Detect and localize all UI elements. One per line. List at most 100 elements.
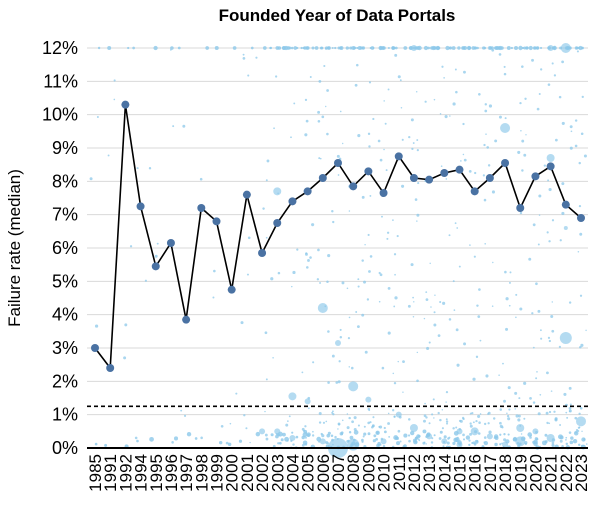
scatter-dot <box>579 346 582 349</box>
scatter-dot <box>472 421 475 424</box>
scatter-dot <box>441 409 444 411</box>
scatter-dot <box>451 46 456 50</box>
scatter-dot <box>452 427 455 430</box>
scatter-dot <box>399 440 402 443</box>
y-tick-label: 10% <box>42 105 78 125</box>
scatter-dot <box>479 413 482 415</box>
scatter-dot <box>580 132 584 136</box>
scatter-dot <box>520 433 523 435</box>
scatter-dot <box>434 294 436 296</box>
scatter-dot <box>545 411 549 415</box>
scatter-dot <box>355 311 358 313</box>
scatter-dot <box>351 420 354 424</box>
scatter-dot <box>214 46 219 50</box>
scatter-dot <box>503 433 506 436</box>
scatter-dot <box>581 95 584 99</box>
scatter-dot <box>403 433 408 438</box>
scatter-dot <box>520 130 522 132</box>
scatter-dot <box>305 119 309 123</box>
scatter-dot <box>327 431 331 435</box>
scatter-dot <box>551 219 555 222</box>
scatter-dot <box>561 182 565 186</box>
scatter-dot <box>392 219 394 221</box>
scatter-dot <box>502 362 504 365</box>
scatter-dot <box>484 109 488 113</box>
scatter-dot <box>264 331 268 335</box>
scatter-dot <box>387 286 391 290</box>
scatter-dot <box>331 411 334 414</box>
scatter-dot <box>565 436 568 439</box>
scatter-dot <box>456 363 460 367</box>
scatter-dot <box>402 360 405 364</box>
scatter-dot <box>521 139 525 143</box>
scatter-dot <box>309 256 312 259</box>
scatter-dot <box>565 442 569 446</box>
scatter-dot <box>387 412 390 415</box>
scatter-dot <box>546 421 549 425</box>
scatter-dot <box>568 301 572 304</box>
scatter-dot <box>559 439 563 443</box>
scatter-dot <box>485 374 489 378</box>
scatter-dot <box>484 103 487 106</box>
scatter-dot <box>455 328 459 332</box>
scatter-dot <box>240 321 244 325</box>
scatter-dot <box>482 174 485 177</box>
scatter-dot <box>455 90 458 94</box>
scatter-dot <box>565 411 568 414</box>
scatter-dot <box>415 90 418 93</box>
scatter-dot <box>499 421 502 425</box>
scatter-dot <box>469 432 472 436</box>
scatter-dot <box>282 432 286 437</box>
scatter-dot <box>443 77 445 79</box>
scatter-dot <box>578 426 581 429</box>
scatter-dot <box>242 53 245 56</box>
scatter-dot <box>544 433 548 437</box>
scatter-dot <box>182 124 186 128</box>
scatter-dot <box>477 414 481 418</box>
scatter-dot <box>471 46 476 50</box>
scatter-dot <box>439 418 442 422</box>
scatter-dot <box>518 397 521 400</box>
scatter-dot <box>302 46 306 50</box>
scatter-dot <box>570 130 573 133</box>
x-tick-label: 2021 <box>542 454 561 492</box>
scatter-background <box>89 43 588 458</box>
scatter-dot <box>331 354 335 358</box>
scatter-dot <box>393 381 397 385</box>
scatter-dot <box>331 46 334 50</box>
scatter-dot <box>186 432 192 437</box>
scatter-dot <box>321 115 325 119</box>
scatter-dot <box>422 441 426 445</box>
scatter-dot <box>363 432 367 436</box>
scatter-dot <box>393 416 396 418</box>
scatter-dot <box>519 101 522 105</box>
scatter-dot <box>505 297 509 301</box>
scatter-dot <box>568 431 572 434</box>
scatter-dot <box>585 329 587 332</box>
scatter-dot <box>439 113 442 115</box>
scatter-bubble <box>304 398 311 405</box>
scatter-dot <box>518 45 523 51</box>
scatter-dot <box>445 391 449 394</box>
scatter-dot <box>523 417 526 420</box>
scatter-dot <box>243 414 246 417</box>
scatter-dot <box>578 204 582 208</box>
scatter-dot <box>124 323 128 327</box>
scatter-dot <box>287 420 289 422</box>
scatter-dot <box>546 371 549 375</box>
scatter-dot <box>517 414 521 418</box>
scatter-dot <box>531 312 534 315</box>
scatter-dot <box>306 432 311 437</box>
x-tick-label: 2007 <box>329 454 348 492</box>
x-tick-label: 2015 <box>451 454 470 492</box>
scatter-dot <box>402 391 404 393</box>
scatter-dot <box>538 214 541 216</box>
scatter-dot <box>372 439 376 443</box>
scatter-dot <box>431 413 434 416</box>
scatter-dot <box>483 441 489 446</box>
scatter-dot <box>532 223 536 227</box>
scatter-dot <box>339 336 343 339</box>
scatter-dot <box>414 198 418 201</box>
scatter-dot <box>339 46 342 50</box>
scatter-dot <box>558 95 562 99</box>
